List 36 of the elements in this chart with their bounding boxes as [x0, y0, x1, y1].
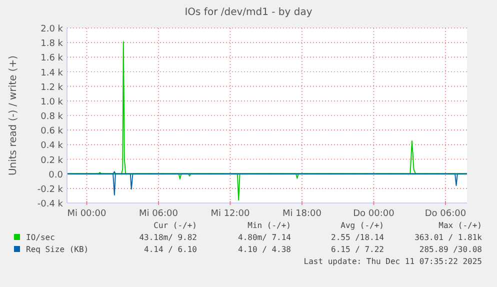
y-axis-title: Units read (-) / write (+) — [8, 55, 19, 176]
text: 43.18m/ 9.82 — [139, 233, 198, 242]
text: 285.89 /30.08 — [419, 245, 482, 254]
text: Max (-/+) — [438, 221, 482, 230]
y-tick-label: 0.4 k — [40, 141, 64, 152]
text: 363.01 / 1.81k — [414, 233, 482, 242]
text: 4.14 / 6.10 — [144, 245, 198, 254]
y-tick-label: 1.8 k — [40, 39, 64, 50]
text: 2.55 /18.14 — [331, 233, 384, 242]
y-tick-label: 0.2 k — [40, 156, 64, 166]
y-tick-label: 0.6 k — [40, 126, 64, 137]
x-tick-label: Do 00:00 — [353, 209, 395, 219]
y-tick-label: 1.6 k — [40, 54, 64, 64]
y-tick-label: 1.4 k — [40, 68, 64, 78]
x-tick-label: Mi 12:00 — [210, 209, 250, 219]
chart-title: IOs for /dev/md1 - by day — [184, 7, 312, 18]
y-tick-label: 1.2 k — [40, 82, 64, 93]
y-tick-label: 2.0 k — [40, 24, 64, 34]
text: Last update: Thu Dec 11 07:35:22 2025 — [304, 257, 482, 266]
y-tick-label: -0.4 k — [37, 200, 64, 210]
x-tick-label: Mi 00:00 — [67, 209, 107, 219]
text: 6.15 / 7.22 — [331, 245, 384, 254]
text: Cur (-/+) — [154, 221, 197, 230]
y-tick-label: 0.0 — [48, 170, 64, 180]
text: 4.80m/ 7.14 — [238, 233, 292, 242]
y-tick-label: 0.8 k — [40, 112, 64, 122]
y-tick-label: 1.0 k — [40, 97, 64, 108]
x-tick-label: Do 06:00 — [424, 209, 466, 219]
x-tick-label: Mi 06:00 — [138, 209, 178, 219]
legend-label: Req Size (KB) — [26, 245, 89, 254]
text: Min (-/+) — [248, 221, 291, 230]
x-tick-label: Mi 18:00 — [282, 209, 322, 219]
y-tick-label: -0.2 k — [37, 184, 64, 195]
text: 4.10 / 4.38 — [238, 245, 292, 254]
text: Avg (-/+) — [340, 221, 384, 230]
legend-label: IO/sec — [26, 233, 56, 242]
